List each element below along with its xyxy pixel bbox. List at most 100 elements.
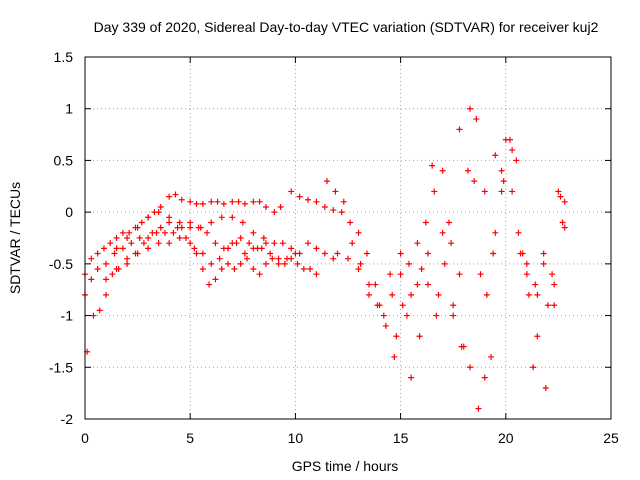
data-point (178, 196, 185, 203)
data-point (540, 260, 547, 267)
data-point (372, 281, 379, 288)
data-point (288, 245, 295, 252)
data-point (498, 188, 505, 195)
data-point (424, 281, 431, 288)
data-point (347, 219, 354, 226)
series-arc-e (113, 209, 267, 252)
data-point (330, 255, 337, 262)
data-point (561, 224, 568, 231)
data-point (208, 260, 215, 267)
data-point (456, 126, 463, 133)
x-tick-label: 10 (288, 430, 304, 446)
y-tick-label: -1.5 (49, 359, 73, 375)
data-point (557, 193, 564, 200)
data-point (481, 188, 488, 195)
data-point (281, 260, 288, 267)
data-point (88, 276, 95, 283)
y-tick-label: 0.5 (54, 152, 74, 168)
data-point (113, 235, 120, 241)
data-point (216, 255, 223, 262)
data-point (332, 188, 339, 195)
data-point (256, 198, 263, 205)
data-point (357, 260, 364, 267)
data-point (275, 260, 282, 267)
data-point (275, 255, 282, 262)
data-point (418, 266, 425, 273)
data-point (532, 281, 539, 288)
x-tick-label: 25 (603, 430, 619, 446)
data-point (477, 271, 484, 278)
data-point (279, 240, 286, 247)
data-point (218, 266, 225, 273)
data-point (488, 353, 495, 360)
data-point (519, 250, 526, 257)
data-point (100, 245, 107, 252)
data-point (389, 291, 396, 298)
data-point (355, 266, 362, 273)
data-point (481, 374, 488, 381)
data-point (246, 240, 253, 247)
data-point (187, 198, 194, 205)
data-point (435, 291, 442, 298)
series-arc-f (288, 116, 564, 319)
data-point (176, 219, 183, 226)
data-point (277, 203, 284, 210)
data-point (460, 343, 467, 350)
data-point (199, 250, 206, 257)
data-point (271, 240, 278, 247)
data-point (220, 200, 227, 207)
data-point (380, 312, 387, 319)
data-point (244, 255, 251, 262)
data-point (258, 245, 265, 252)
data-point (305, 240, 312, 247)
data-point (498, 167, 505, 174)
data-point (134, 224, 141, 231)
data-point (366, 281, 373, 288)
data-point (424, 250, 431, 257)
data-point (483, 291, 490, 298)
data-point (313, 245, 320, 252)
data-point (241, 250, 248, 257)
y-tick-label: -1 (61, 308, 74, 324)
data-point (229, 214, 236, 221)
data-point (204, 229, 211, 236)
data-point (187, 224, 194, 231)
data-point (250, 229, 257, 236)
data-point (128, 240, 135, 247)
data-point (206, 281, 213, 288)
data-point (366, 291, 373, 298)
data-point (408, 374, 415, 381)
data-point (551, 302, 558, 309)
data-point (414, 281, 421, 288)
data-point (199, 200, 206, 207)
data-point (155, 209, 162, 216)
data-point (376, 302, 383, 309)
data-point (267, 250, 274, 257)
data-point (492, 152, 499, 159)
data-point (540, 250, 547, 257)
data-point (559, 219, 566, 226)
data-point (241, 200, 248, 207)
data-point (136, 235, 143, 241)
y-tick-label: 1.5 (54, 49, 74, 65)
data-point (544, 302, 551, 309)
data-point (431, 188, 438, 195)
data-point (176, 235, 183, 241)
data-point (166, 240, 173, 247)
series-arc-g (323, 147, 566, 412)
data-point (124, 255, 131, 262)
data-point (191, 245, 198, 252)
data-point (445, 219, 452, 226)
data-point (187, 219, 194, 226)
data-point (313, 271, 320, 278)
data-point (140, 240, 147, 247)
data-point (321, 203, 328, 210)
data-point (231, 266, 238, 273)
data-point (534, 333, 541, 340)
data-point (397, 271, 404, 278)
data-point (387, 271, 394, 278)
data-point (500, 178, 507, 185)
data-point (513, 157, 520, 164)
data-point (549, 271, 556, 278)
data-point (229, 198, 236, 205)
